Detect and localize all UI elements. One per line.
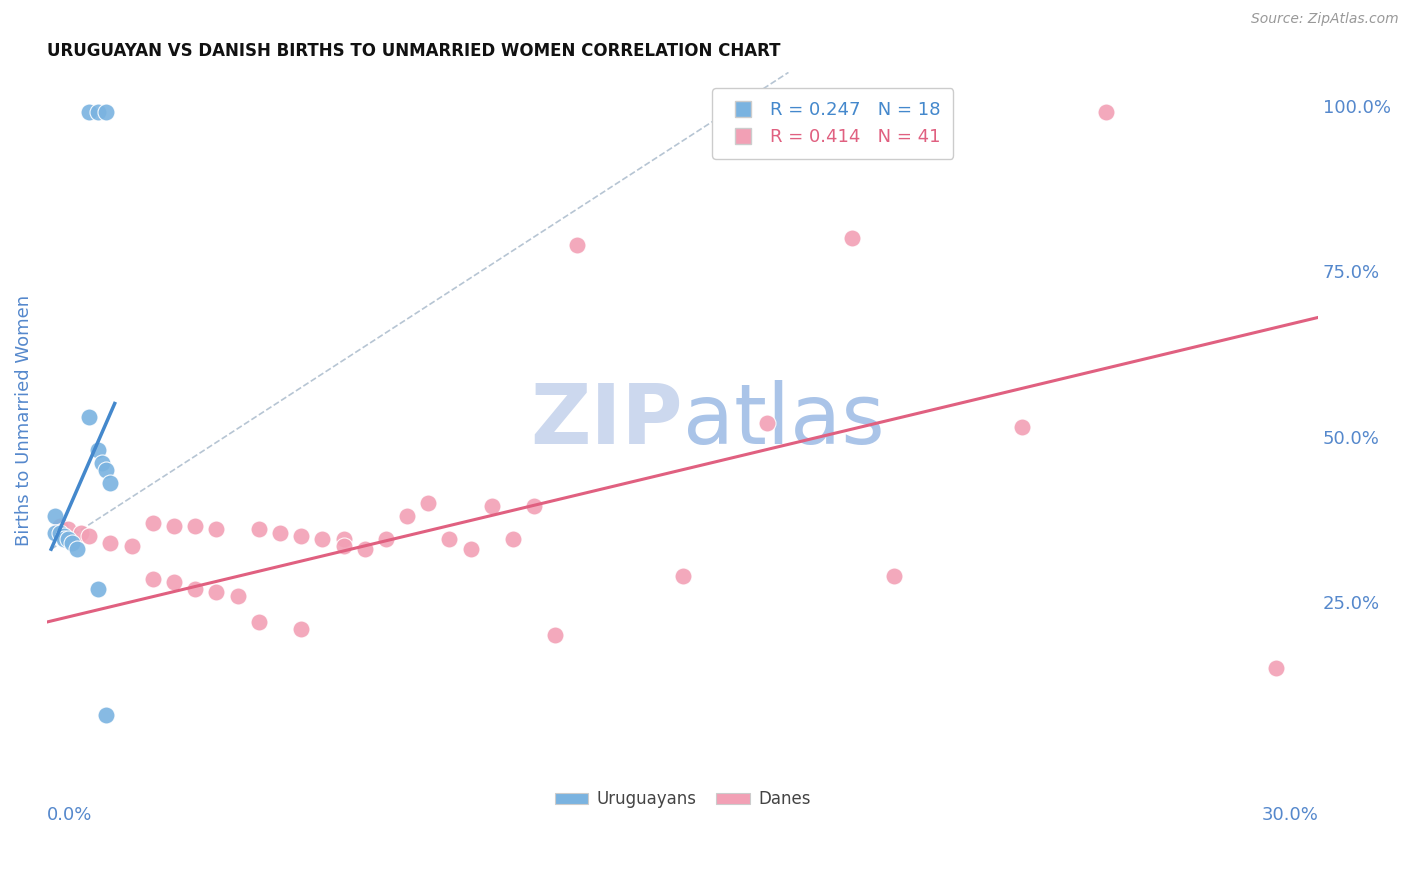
Point xyxy=(481,499,503,513)
Point xyxy=(269,525,291,540)
Point xyxy=(142,572,165,586)
Point xyxy=(502,533,524,547)
Point xyxy=(883,568,905,582)
Point xyxy=(332,533,354,547)
Point xyxy=(418,496,440,510)
Point xyxy=(226,589,249,603)
Text: 0.0%: 0.0% xyxy=(46,806,93,824)
Point xyxy=(77,529,100,543)
Point xyxy=(100,535,122,549)
Point xyxy=(77,409,100,424)
Point xyxy=(60,535,83,549)
Point xyxy=(44,525,66,540)
Point xyxy=(290,622,312,636)
Point xyxy=(142,516,165,530)
Text: ZIP: ZIP xyxy=(530,380,682,460)
Point xyxy=(121,539,143,553)
Point xyxy=(565,237,588,252)
Point xyxy=(48,519,70,533)
Point xyxy=(77,105,100,120)
Point xyxy=(52,529,75,543)
Y-axis label: Births to Unmarried Women: Births to Unmarried Women xyxy=(15,294,32,546)
Point xyxy=(52,533,75,547)
Point xyxy=(396,509,419,524)
Text: URUGUAYAN VS DANISH BIRTHS TO UNMARRIED WOMEN CORRELATION CHART: URUGUAYAN VS DANISH BIRTHS TO UNMARRIED … xyxy=(46,42,780,60)
Point xyxy=(439,533,461,547)
Point xyxy=(311,533,333,547)
Point xyxy=(184,519,207,533)
Point xyxy=(353,542,375,557)
Point xyxy=(290,529,312,543)
Point xyxy=(96,105,118,120)
Point xyxy=(87,582,110,596)
Point xyxy=(523,499,546,513)
Point xyxy=(56,533,79,547)
Point xyxy=(87,105,110,120)
Point xyxy=(1264,661,1286,675)
Point xyxy=(841,231,863,245)
Point xyxy=(48,525,70,540)
Point xyxy=(87,442,110,457)
Point xyxy=(96,707,118,722)
Point xyxy=(332,539,354,553)
Text: Source: ZipAtlas.com: Source: ZipAtlas.com xyxy=(1251,12,1399,26)
Point xyxy=(100,475,122,490)
Point xyxy=(374,533,396,547)
Point xyxy=(205,585,228,599)
Point xyxy=(1011,419,1033,434)
Point xyxy=(184,582,207,596)
Legend: Uruguayans, Danes: Uruguayans, Danes xyxy=(548,784,817,815)
Point xyxy=(671,568,693,582)
Text: atlas: atlas xyxy=(682,380,884,460)
Point xyxy=(91,456,114,470)
Point xyxy=(69,525,91,540)
Point xyxy=(756,417,779,431)
Point xyxy=(247,615,270,629)
Point xyxy=(460,542,482,557)
Point xyxy=(65,542,87,557)
Point xyxy=(44,509,66,524)
Point xyxy=(1095,105,1118,120)
Text: 30.0%: 30.0% xyxy=(1261,806,1319,824)
Point xyxy=(247,522,270,536)
Point xyxy=(96,463,118,477)
Point xyxy=(544,628,567,642)
Point xyxy=(56,522,79,536)
Point xyxy=(163,519,186,533)
Point xyxy=(205,522,228,536)
Point xyxy=(163,575,186,590)
